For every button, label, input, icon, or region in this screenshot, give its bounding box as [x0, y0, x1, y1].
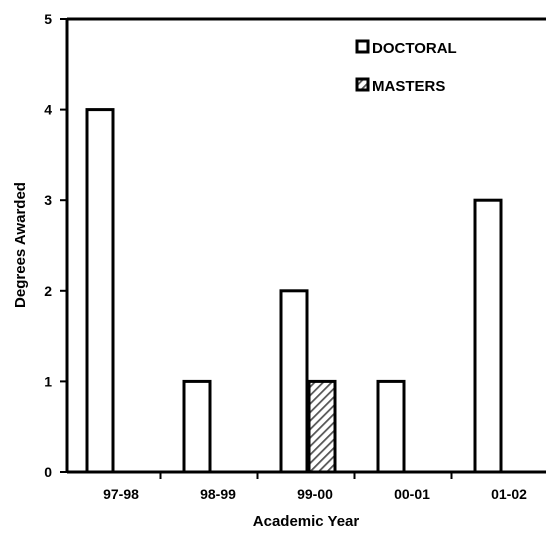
x-ticks: 97-98 98-99 99-00 00-01 01-02: [103, 472, 527, 502]
x-tick-label: 00-01: [394, 486, 430, 502]
bar-group: [85, 108, 503, 474]
x-axis-title: Academic Year: [253, 513, 360, 530]
x-tick-label: 01-02: [491, 486, 527, 502]
y-tick-label: 5: [44, 11, 52, 27]
bar-doctoral-97-98: [85, 108, 115, 474]
y-tick-label: 1: [44, 373, 52, 389]
bar-doctoral-01-02: [473, 198, 503, 474]
bar-doctoral-00-01: [376, 379, 406, 474]
y-tick-label: 0: [44, 464, 52, 480]
y-tick-label: 4: [44, 102, 52, 118]
bar-doctoral-98-99: [182, 379, 212, 474]
legend-item-doctoral: DOCTORAL: [355, 39, 457, 57]
legend-item-masters: MASTERS: [355, 77, 445, 95]
bar-masters-99-00: [307, 379, 337, 474]
legend-swatch-doctoral: [355, 39, 370, 54]
y-tick-label: 3: [44, 192, 52, 208]
x-tick-label: 99-00: [297, 486, 333, 502]
legend-label-doctoral: DOCTORAL: [372, 40, 457, 57]
bar-doctoral-99-00: [279, 289, 309, 474]
x-tick-label: 98-99: [200, 486, 236, 502]
legend-swatch-masters: [355, 77, 370, 92]
legend-label-masters: MASTERS: [372, 78, 445, 95]
y-ticks: 0 1 2 3 4 5: [44, 11, 67, 480]
y-axis-title: Degrees Awarded: [12, 182, 29, 308]
axes: [65, 17, 546, 474]
legend: DOCTORAL MASTERS: [355, 39, 457, 95]
y-tick-label: 2: [44, 283, 52, 299]
x-tick-label: 97-98: [103, 486, 139, 502]
